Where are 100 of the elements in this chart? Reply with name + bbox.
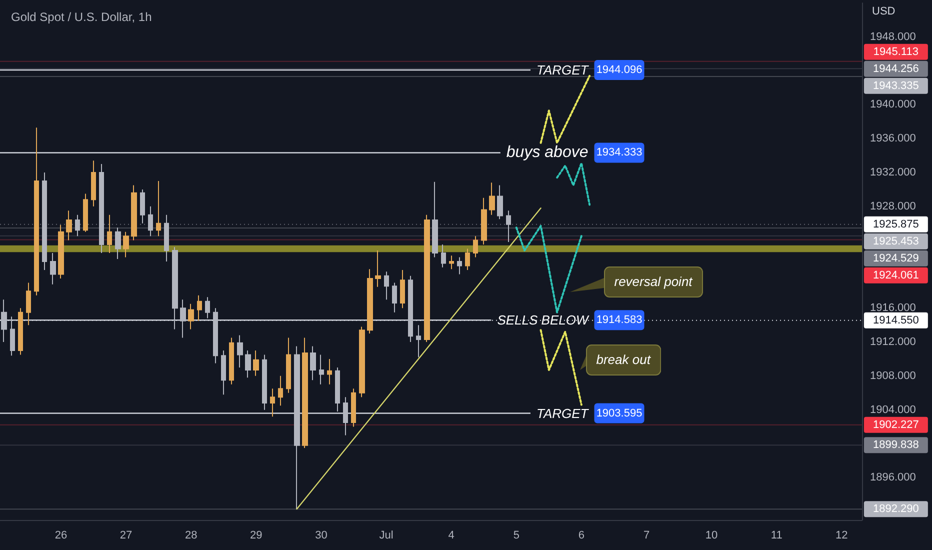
line-series [515, 224, 582, 314]
candlestick [50, 252, 56, 285]
ref-line-label: 1925.453 [872, 235, 919, 248]
candlestick [75, 214, 80, 237]
ref-line-label: 1924.061 [872, 269, 919, 282]
candlestick [156, 180, 161, 237]
candlestick [375, 250, 381, 288]
candlestick [123, 231, 129, 258]
candlestick [441, 244, 446, 268]
candlestick [506, 210, 511, 243]
ref-line-label: 1944.256 [872, 62, 919, 75]
candlestick [66, 210, 72, 241]
annotation: 1934.333 [596, 146, 642, 159]
ref-line-label: 1925.875 [872, 218, 919, 230]
ref-line-label: 1914.550 [872, 314, 919, 326]
candlestick [180, 299, 186, 338]
candlestick [270, 388, 275, 418]
candlestick [432, 181, 438, 258]
x-tick-label: 5 [513, 530, 520, 542]
candlestick [237, 334, 243, 368]
ref-line-label: SELLS BELOW [497, 312, 590, 328]
candlestick [335, 366, 340, 412]
candlestick [302, 337, 308, 448]
candlestick [83, 193, 88, 232]
x-tick-label: 26 [54, 530, 68, 542]
candlestick [465, 248, 470, 270]
ref-line-label: 1924.529 [872, 252, 919, 264]
y-tick-label: 1916.000 [870, 302, 916, 314]
candlestick [359, 326, 365, 398]
ref-line-label: 1943.335 [872, 80, 919, 92]
candlestick [481, 197, 487, 246]
candlestick [213, 308, 218, 364]
y-tick-label: 1948.000 [870, 30, 916, 43]
candlestick [497, 184, 503, 220]
ref-line-label: buys above [506, 144, 588, 162]
y-tick-label: 1896.000 [870, 472, 916, 484]
candlestick [99, 164, 104, 254]
x-tick-label: 30 [315, 530, 328, 542]
x-tick-label: 7 [643, 530, 650, 542]
candlestick [107, 214, 112, 254]
candlestick [115, 227, 121, 260]
y-tick-label: 1932.000 [870, 166, 916, 179]
candlestick [400, 269, 405, 309]
candlestick [148, 206, 153, 237]
candlestick [221, 350, 226, 396]
candlestick [197, 294, 202, 322]
candlestick [408, 275, 413, 343]
candlestick [392, 282, 397, 313]
ref-line-label: 1892.290 [872, 503, 919, 516]
candlestick [164, 214, 169, 262]
ref-line-label: 1945.113 [873, 46, 918, 58]
candlestick [310, 346, 316, 381]
candlestick [449, 255, 454, 270]
ref-line-label: 1902.227 [872, 418, 919, 431]
y-tick-label: 1936.000 [870, 132, 916, 145]
x-tick-label: 12 [836, 530, 848, 542]
y-tick-label: 1940.000 [870, 98, 916, 111]
candlestick [424, 214, 430, 343]
candlestick [262, 354, 267, 410]
x-tick-label: 27 [120, 530, 132, 542]
candlestick [245, 350, 251, 378]
x-tick-label: 11 [770, 530, 782, 542]
candlestick [10, 316, 15, 356]
candlestick [319, 354, 324, 385]
candlestick [91, 160, 96, 207]
candlestick [253, 350, 259, 376]
candlestick [473, 236, 478, 258]
candlestick [286, 337, 291, 394]
candlestick [172, 246, 178, 330]
candlestick [351, 388, 356, 428]
candlestick [18, 308, 23, 356]
candlestick [489, 182, 495, 216]
candlestick [367, 268, 373, 334]
ref-line-label: 1899.838 [872, 439, 919, 452]
y-tick-label: 1908.000 [870, 370, 916, 382]
x-tick-label: 6 [578, 530, 585, 542]
line-series [556, 162, 591, 206]
candlestick [188, 303, 194, 330]
y-axis-title: USD [872, 6, 896, 18]
annotation: reversal point [614, 274, 692, 290]
ref-line-label: TARGET [536, 406, 590, 421]
x-tick-label: 4 [448, 530, 454, 542]
candlestick [205, 296, 210, 319]
candlestick [343, 396, 348, 436]
annotation: 1903.595 [596, 407, 642, 420]
line-series [540, 329, 582, 406]
y-tick-label: 1928.000 [870, 200, 916, 212]
candlestick [278, 375, 283, 406]
candlestick [327, 358, 332, 385]
candlestick [26, 282, 31, 326]
candlestick [131, 184, 137, 241]
annotation: 1944.096 [596, 64, 642, 76]
x-tick-label: Jul [379, 530, 394, 542]
y-tick-label: 1904.000 [870, 404, 916, 416]
ref-line-label: TARGET [536, 62, 590, 78]
annotation: 1914.583 [596, 314, 642, 326]
annotation: break out [596, 352, 650, 367]
candlestick [58, 224, 64, 279]
candlestick [34, 127, 39, 296]
candlestick [229, 337, 234, 385]
